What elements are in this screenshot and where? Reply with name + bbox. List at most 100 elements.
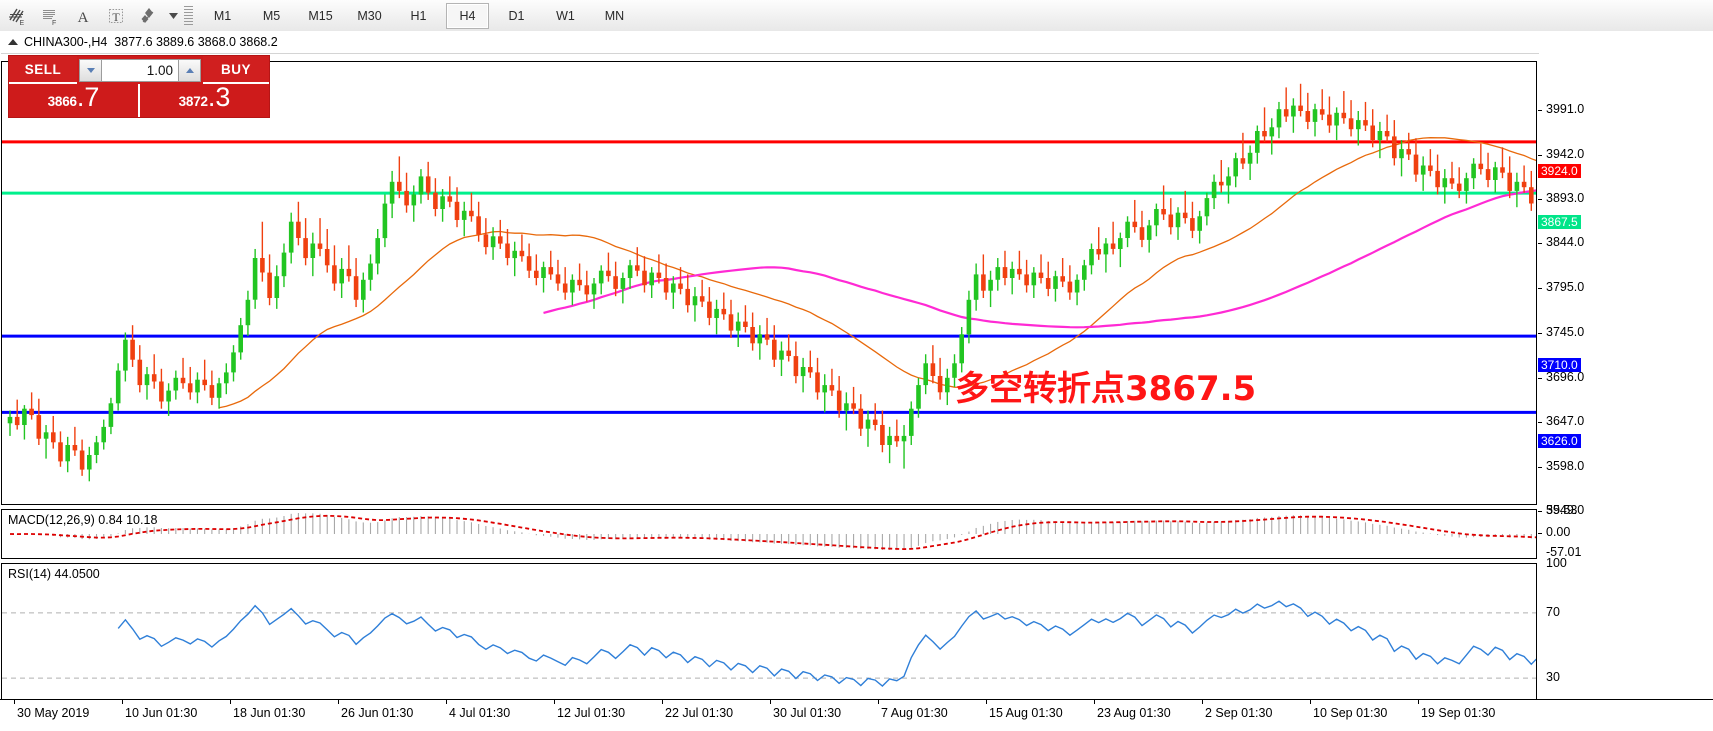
header-divider [1,53,1539,54]
time-tick-mark [122,700,123,704]
macd-scale-label: 0.00 [1546,525,1571,539]
buy-price[interactable]: 3872 .3 [140,84,269,117]
time-tick-mark [230,700,231,704]
rsi-chart [2,600,1536,687]
collapse-triangle-icon[interactable] [8,39,18,45]
macd-pane[interactable]: MACD(12,26,9) 0.84 10.18 [1,509,1537,559]
time-tick-mark [770,700,771,704]
time-tick-label: 19 Sep 01:30 [1421,706,1496,720]
buy-button[interactable]: BUY [203,56,269,84]
price-tick-mark [1538,199,1542,200]
price-tick-label: 3844.0 [1546,235,1585,250]
expert-advisor-icon[interactable]: E [0,2,33,29]
volume-increase-icon[interactable] [178,58,201,82]
price-level-badge[interactable]: 3924.0 [1538,163,1581,178]
chart-header: CHINA300-,H4 3877.6 3889.6 3868.0 3868.2 [2,34,1711,50]
price-tick-mark [1538,287,1542,289]
timeframe-m30[interactable]: M30 [357,8,382,23]
time-tick-label: 2 Sep 01:30 [1205,706,1273,720]
time-tick-mark [338,700,339,704]
time-tick-mark [878,700,879,704]
price-level-badge[interactable]: 3710.0 [1538,358,1581,373]
price-level-badge[interactable]: 3867.5 [1538,215,1581,230]
timeframe-m5[interactable]: M5 [262,8,281,23]
time-tick-mark [14,700,15,704]
chart-window: CHINA300-,H4 3877.6 3889.6 3868.0 3868.2… [0,31,1713,731]
rsi-scale-label: 100 [1546,556,1567,570]
toolbar-grip-handle[interactable] [184,4,193,27]
chart-toolbar: E F A T [0,0,1713,32]
shapes-icon[interactable] [132,2,165,29]
volume-decrease-icon[interactable] [79,58,102,82]
macd-scale-label: -57.01 [1546,545,1582,559]
price-tick-mark [1538,110,1542,112]
macd-chart [9,513,1536,551]
price-tick-label: 3549.0 [1546,503,1585,518]
price-tick-mark [1538,333,1542,335]
indicator-list-icon[interactable]: F [33,2,66,29]
time-tick-label: 18 Jun 01:30 [233,706,306,720]
one-click-trading-panel: SELL 1.00 BUY 3866 .7 3 [8,55,270,118]
text-box-icon[interactable]: T [99,2,132,29]
price-level-badge[interactable]: 3626.0 [1538,434,1581,449]
time-tick-mark [554,700,555,704]
rsi-scale-label: 70 [1546,604,1560,619]
timeframe-mn[interactable]: MN [604,8,625,23]
chart-symbol-ohlc-label: CHINA300-,H4 3877.6 3889.6 3868.0 3868.2 [24,35,278,49]
price-tick-label: 3745.0 [1546,325,1585,340]
buy-price-integer: 3872 [178,94,208,109]
time-tick-label: 10 Sep 01:30 [1313,706,1388,720]
rsi-label: RSI(14) 44.0500 [8,567,100,581]
candlestick-chart [2,83,1536,482]
timeframe-d1[interactable]: D1 [508,8,525,23]
chart-annotation-text: 多空转折点3867.5 [955,369,1257,409]
timeframe-w1[interactable]: W1 [556,8,575,23]
volume-stepper[interactable]: 1.00 [79,58,201,82]
timeframe-h1[interactable]: H1 [410,8,427,23]
shapes-dropdown-caret-icon[interactable] [165,2,181,29]
time-tick-mark [1202,700,1203,704]
volume-input[interactable]: 1.00 [102,58,178,82]
time-tick-label: 15 Aug 01:30 [989,706,1063,720]
time-tick-label: 12 Jul 01:30 [557,706,626,720]
macd-label: MACD(12,26,9) 0.84 10.18 [8,513,158,527]
price-tick-label: 3893.0 [1546,191,1585,205]
price-tick-label: 3942.0 [1546,146,1585,161]
price-tick-label: 3598.0 [1546,458,1585,473]
time-tick-label: 7 Aug 01:30 [881,706,948,720]
time-tick-label: 30 Jul 01:30 [773,706,842,720]
price-tick-mark [1538,377,1542,379]
sell-button[interactable]: SELL [9,56,77,84]
price-pane[interactable] [1,61,1537,505]
price-tick-mark [1538,511,1542,513]
buy-price-decimal: .3 [207,82,231,112]
sell-price[interactable]: 3866 .7 [9,84,140,117]
svg-text:E: E [19,20,24,26]
time-tick-mark [662,700,663,704]
svg-text:T: T [112,10,120,24]
sell-price-integer: 3866 [47,94,77,109]
price-tick-mark [1538,422,1542,424]
time-tick-label: 10 Jun 01:30 [125,706,198,720]
time-scale[interactable]: 30 May 2019 10 Jun 01:30 18 Jun 01:30 26 Ju… [0,699,1713,731]
svg-text:F: F [52,20,56,26]
time-tick-mark [986,700,987,704]
price-tick-label: 3696.0 [1546,369,1585,384]
timeframe-m15[interactable]: M15 [308,8,333,23]
time-tick-mark [1094,700,1095,704]
text-label-icon[interactable]: A [66,2,99,29]
time-tick-label: 23 Aug 01:30 [1097,706,1171,720]
price-tick-mark [1538,154,1542,156]
rsi-scale-label: 30 [1546,670,1560,685]
price-tick-mark [1538,243,1542,245]
timeframe-m1[interactable]: M1 [213,8,232,23]
time-tick-label: 4 Jul 01:30 [449,706,511,720]
time-tick-mark [446,700,447,704]
macd-scale-label: 59.53 [1546,503,1578,517]
time-tick-mark [1310,700,1311,704]
timeframe-h4[interactable]: H4 [446,2,489,29]
time-tick-label: 30 May 2019 [17,706,90,720]
price-scale[interactable]: 3991.0 3942.0 3893.0 3844.0 3795.0 3745.0 3696… [1538,61,1713,731]
price-tick-mark [1538,466,1542,468]
